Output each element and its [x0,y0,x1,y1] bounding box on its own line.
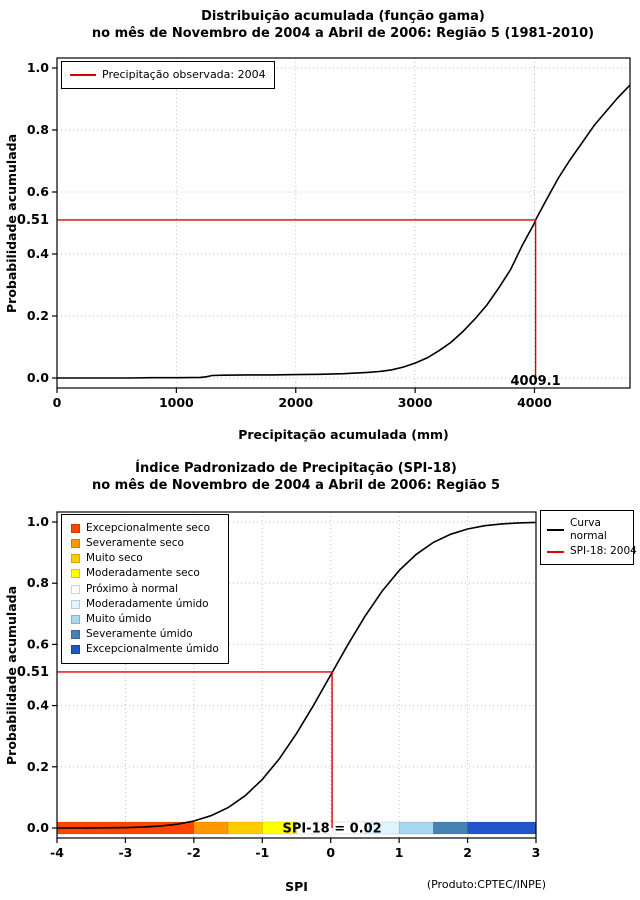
y-tick-label: 0.6 [27,636,49,651]
spi-category-bar-segment [433,821,468,835]
legend-label: Muito úmido [86,612,152,625]
legend-item: Muito úmido [71,613,219,626]
legend-item: Curva normal [547,517,627,543]
legend-label: Curva normal [570,517,607,543]
x-tick-label: -2 [187,845,201,860]
legend-observed-precipitation: Precipitação observada: 2004 [61,61,275,89]
x-tick-label: 0 [326,845,335,860]
legend-item: Muito seco [71,552,219,565]
y-tick-label: 0.0 [27,370,49,385]
x-tick-label: -3 [118,845,132,860]
x-tick-label: 2 [463,845,472,860]
product-credit: (Produto:CPTEC/INPE) [426,878,546,891]
legend-label: Precipitação observada: 2004 [102,68,266,81]
legend-label: SPI-18: 2004 [570,545,637,558]
y-tick-label: 1.0 [27,60,49,75]
legend-line-sample [70,73,96,76]
chart-subtitle: no mês de Novembro de 2004 a Abril de 20… [91,26,595,41]
legend-item: Precipitação observada: 2004 [70,68,266,82]
x-tick-label: 4000 [517,395,552,410]
y-tick-label: 0.4 [27,698,49,713]
legend-item: Excepcionalmente seco [71,522,219,535]
legend-item: Excepcionalmente úmido [71,643,219,656]
chart-subtitle: no mês de Novembro de 2004 a Abril de 20… [91,478,501,493]
legend-label: Excepcionalmente seco [86,522,211,534]
category-swatch [71,569,80,579]
category-swatch [71,554,80,564]
plot-border [56,511,537,839]
category-swatch [71,645,80,655]
category-swatch [71,524,80,534]
spi-cdf-plot-area: -4 -3 -2 -1 0 1 2 3 0.0 0.2 0.4 0.6 0.8 1.0 0.51 SPI-18… [17,511,541,860]
legend-item: Severamente úmido [71,628,219,641]
x-tick-label: 2000 [278,395,313,410]
legend-item: Moderadamente úmido [71,598,219,611]
legend-label: Próximo à normal [86,582,179,595]
legend-label: Severamente seco [86,537,184,550]
y-tick-label: 0.6 [27,184,49,199]
reference-x-value: 4009.1 [511,374,561,389]
x-axis-label: SPI [285,879,308,894]
cdf-curve [57,521,537,829]
y-tick-label: 0.4 [27,246,49,261]
category-swatch [71,599,80,609]
plot-border [56,57,631,389]
x-tick-label: 1000 [159,395,194,410]
reference-x-value: SPI-18 = 0.02 [282,822,381,837]
reference-y-value: 0.51 [17,665,49,680]
cdf-curve [57,84,631,379]
y-tick-label: 1.0 [27,514,49,529]
spi-cdf-chart: Índice Padronizado de Precipitação (SPI-… [0,450,640,900]
legend-item: Severamente seco [71,537,219,550]
category-swatch [71,584,80,594]
legend-label: Moderadamente úmido [86,597,209,610]
spi-category-bar-segment [467,821,537,835]
legend-label: Severamente úmido [86,627,193,640]
chart-title: Índice Padronizado de Precipitação (SPI-… [135,461,457,476]
y-tick-label: 0.8 [27,122,49,137]
y-tick-label: 0.2 [27,759,49,774]
legend-spi-categories: Excepcionalmente seco Severamente seco Mui… [61,514,229,665]
legend-label: Excepcionalmente úmido [86,643,219,655]
legend-item: Próximo à normal [71,583,219,596]
legend-label: Moderadamente seco [86,567,200,580]
spi-category-bar-segment [227,821,263,835]
category-swatch [71,614,80,624]
gamma-cdf-plot-area: 0 1000 2000 3000 4000 0.0 0.2 0.4 0.6 0.8 1.0 0.51 4… [17,57,631,410]
y-tick-label: 0.2 [27,308,49,323]
legend-label: Muito seco [86,552,143,565]
chart-title: Distribuição acumulada (função gama) [201,9,485,24]
x-tick-label: 3000 [398,395,433,410]
legend-curves: Curva normal SPI-18: 2004 [540,510,637,566]
x-tick-label: 0 [53,395,62,410]
gamma-cdf-chart: Distribuição acumulada (função gama) no … [4,9,631,442]
x-tick-label: -4 [50,845,64,860]
x-axis-label: Precipitação acumulada (mm) [238,427,449,442]
category-swatch [71,629,80,639]
spi-category-bar-segment [193,821,229,835]
reference-y-value: 0.51 [17,213,49,228]
legend-line-sample [547,550,564,553]
legend-item: Moderadamente seco [71,567,219,580]
legend-item: SPI-18: 2004 [547,545,637,558]
y-tick-label: 0.0 [27,820,49,835]
x-tick-label: -1 [255,845,269,860]
x-tick-label: 1 [395,845,404,860]
x-tick-label: 3 [532,845,541,860]
category-swatch [71,539,80,549]
spi-category-bar-segment [398,821,434,835]
legend-line-sample [547,529,564,532]
y-tick-label: 0.8 [27,575,49,590]
